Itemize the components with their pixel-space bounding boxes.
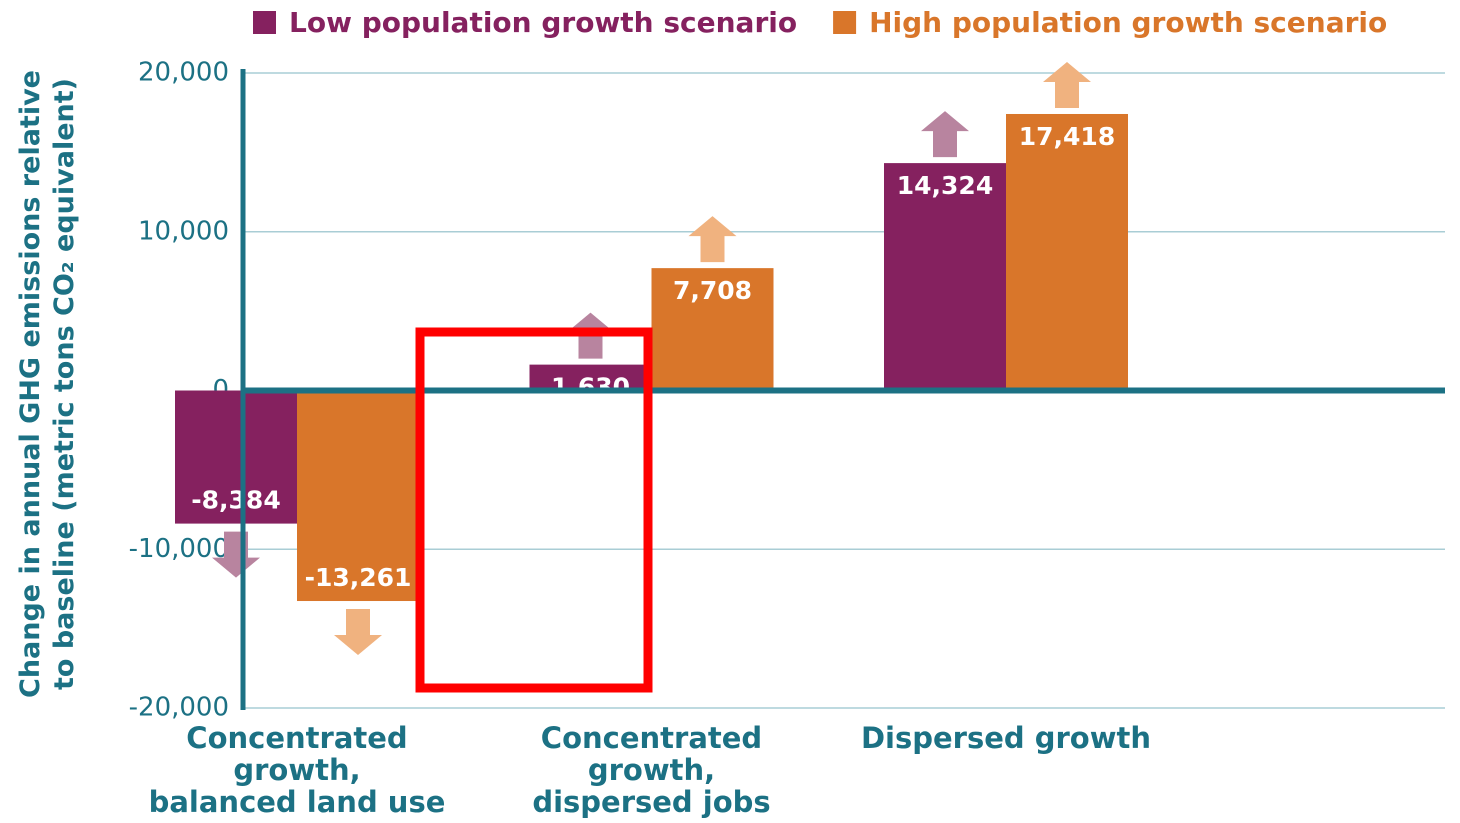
bar: [529, 364, 652, 391]
bar: [651, 268, 774, 391]
value-label: -8,384: [191, 486, 280, 515]
bar: [297, 390, 419, 602]
x-tick-label: Concentrated growth, balanced land use: [149, 721, 446, 819]
value-label: 17,418: [1019, 122, 1115, 151]
y-axis-label: Change in annual GHG emissions relative t…: [15, 70, 80, 698]
direction-arrow: [212, 531, 260, 578]
bar: [884, 163, 1006, 391]
bar: [1006, 113, 1128, 391]
y-tick-label: 10,000: [138, 216, 229, 246]
direction-arrow: [1043, 61, 1091, 108]
legend-swatch: [833, 11, 857, 34]
value-label: 7,708: [673, 276, 752, 305]
direction-arrow: [921, 111, 969, 158]
x-tick-label: Dispersed growth: [861, 721, 1151, 755]
direction-arrow: [688, 216, 737, 263]
x-tick-label-line: growth,: [588, 753, 715, 787]
x-tick-label-line: growth,: [233, 753, 360, 787]
legend-label: Low population growth scenario: [289, 6, 797, 39]
x-tick-label-line: Dispersed growth: [861, 721, 1151, 755]
direction-arrow: [334, 609, 382, 656]
value-label: 1,630: [551, 373, 630, 402]
x-tick-label-line: dispersed jobs: [532, 785, 770, 819]
y-tick-label: -10,000: [129, 534, 229, 564]
bar: [175, 390, 297, 524]
x-tick-label-line: Concentrated: [541, 721, 762, 755]
y-axis-label-line: Change in annual GHG emissions relative: [15, 70, 46, 698]
y-axis-label-line: to baseline (metric tons CO₂ equivalent): [49, 78, 80, 690]
x-tick-label-line: balanced land use: [149, 785, 446, 819]
legend-label: High population growth scenario: [869, 6, 1387, 39]
highlight-box: [415, 327, 653, 693]
x-tick-label-line: Concentrated: [186, 721, 407, 755]
legend-swatch: [253, 11, 276, 34]
y-tick-label: -20,000: [129, 693, 229, 723]
value-label: 14,324: [897, 171, 993, 200]
x-tick-label: Concentrated growth, dispersed jobs: [532, 721, 770, 819]
value-label: -13,261: [305, 563, 412, 592]
y-tick-label: 20,000: [138, 58, 229, 88]
